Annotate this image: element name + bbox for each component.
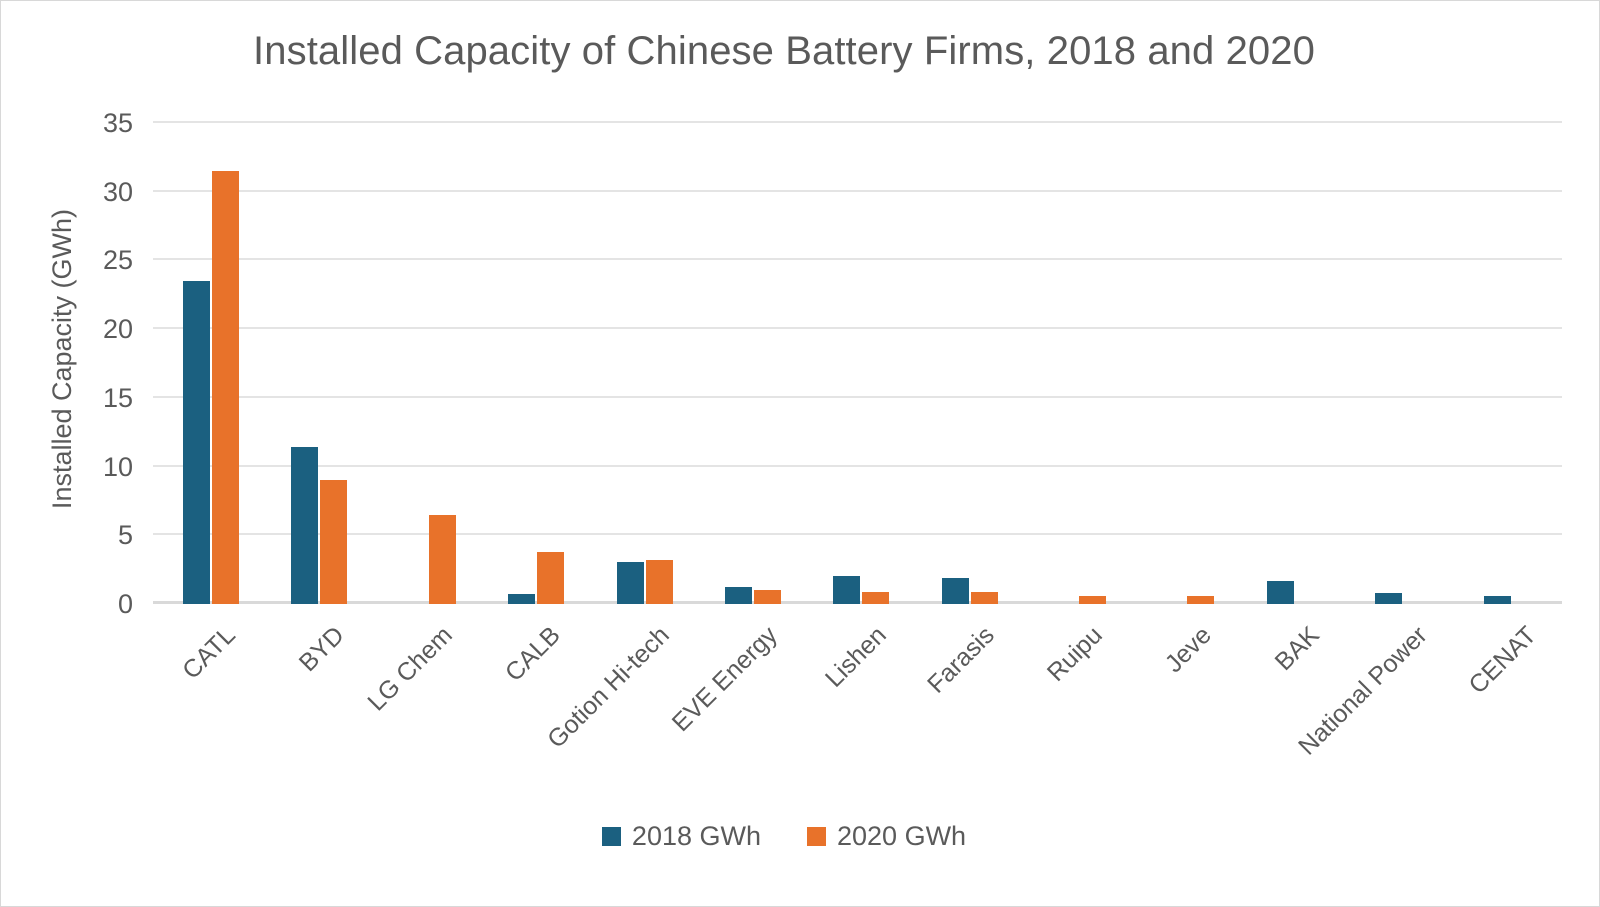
bar[interactable] — [645, 560, 673, 604]
bar[interactable] — [724, 586, 752, 604]
bar-group[interactable] — [1128, 123, 1236, 604]
bar-group[interactable] — [478, 123, 586, 604]
bar[interactable] — [862, 592, 890, 604]
plot-area — [153, 121, 1562, 604]
bars-layer — [153, 123, 1562, 604]
bar-group[interactable] — [695, 123, 803, 604]
gridline — [153, 395, 1562, 398]
y-tick-label: 20 — [102, 314, 133, 345]
x-axis-ticks: CATL BYD LG Chem CALB Gotion Hi-tech EVE Ener… — [153, 609, 1562, 829]
legend-swatch-icon — [807, 827, 826, 846]
gridline — [153, 327, 1562, 330]
bar[interactable] — [183, 281, 210, 604]
bar[interactable] — [1266, 580, 1294, 604]
legend-label: 2020 GWh — [837, 821, 967, 851]
legend-swatch-icon — [601, 827, 621, 846]
y-tick-label: 10 — [102, 451, 133, 482]
y-tick-label: 0 — [117, 589, 133, 619]
bar-group[interactable] — [1345, 123, 1453, 604]
bar[interactable] — [1187, 596, 1215, 604]
bar-group[interactable] — [912, 123, 1020, 604]
bar[interactable] — [1483, 596, 1511, 604]
gridline — [153, 121, 1562, 123]
bar-group[interactable] — [153, 123, 261, 604]
bar-group[interactable] — [1237, 123, 1345, 604]
bar-group[interactable] — [370, 123, 478, 604]
x-tick-label-text: CATL — [177, 621, 241, 685]
y-tick-label: 35 — [102, 108, 133, 138]
x-tick-label-text: CALB — [500, 621, 567, 687]
chart-legend: 2018 GWh 2020 GWh — [1, 821, 1567, 852]
gridline — [153, 464, 1562, 467]
bar[interactable] — [970, 592, 998, 604]
bar[interactable] — [508, 594, 536, 604]
x-tick-label-text: Jeve — [1159, 621, 1217, 679]
bar-group[interactable] — [1454, 123, 1562, 604]
gridline — [153, 189, 1562, 192]
legend-item[interactable]: 2020 GWh — [807, 821, 966, 852]
bar[interactable] — [428, 514, 456, 604]
bar-group[interactable] — [1020, 123, 1128, 604]
bar[interactable] — [616, 562, 644, 604]
bar-group[interactable] — [803, 123, 911, 604]
gridline — [153, 533, 1562, 536]
bar[interactable] — [1375, 593, 1403, 604]
bar[interactable] — [1079, 596, 1107, 604]
bar[interactable] — [320, 480, 348, 604]
x-tick-label-text: Farasis — [921, 621, 1000, 699]
legend-item[interactable]: 2018 GWh — [601, 821, 761, 852]
bar[interactable] — [212, 171, 239, 604]
bar-group[interactable] — [261, 123, 369, 604]
bar[interactable] — [941, 577, 969, 604]
x-tick-label-text: CENAT — [1463, 621, 1542, 700]
x-tick-label-text: BYD — [293, 621, 350, 678]
bar-group[interactable] — [587, 123, 695, 604]
bar[interactable] — [753, 589, 781, 604]
bar[interactable] — [833, 575, 861, 604]
legend-label: 2018 GWh — [631, 821, 761, 851]
y-tick-label: 30 — [102, 176, 133, 207]
bar[interactable] — [537, 551, 565, 604]
chart-title: Installed Capacity of Chinese Battery Fi… — [253, 29, 1315, 73]
bar[interactable] — [291, 447, 319, 604]
x-tick-label-text: Ruipu — [1042, 621, 1109, 687]
y-tick-label: 5 — [117, 520, 133, 551]
y-tick-label: 15 — [102, 382, 133, 413]
x-tick-label-text: EVE Energy — [666, 621, 783, 738]
gridline — [153, 258, 1562, 261]
x-tick-label-text: BAK — [1269, 621, 1325, 677]
x-tick-label-text: Lishen — [819, 621, 892, 693]
y-tick-label: 25 — [102, 245, 133, 276]
x-tick-label-text: LG Chem — [362, 621, 458, 717]
